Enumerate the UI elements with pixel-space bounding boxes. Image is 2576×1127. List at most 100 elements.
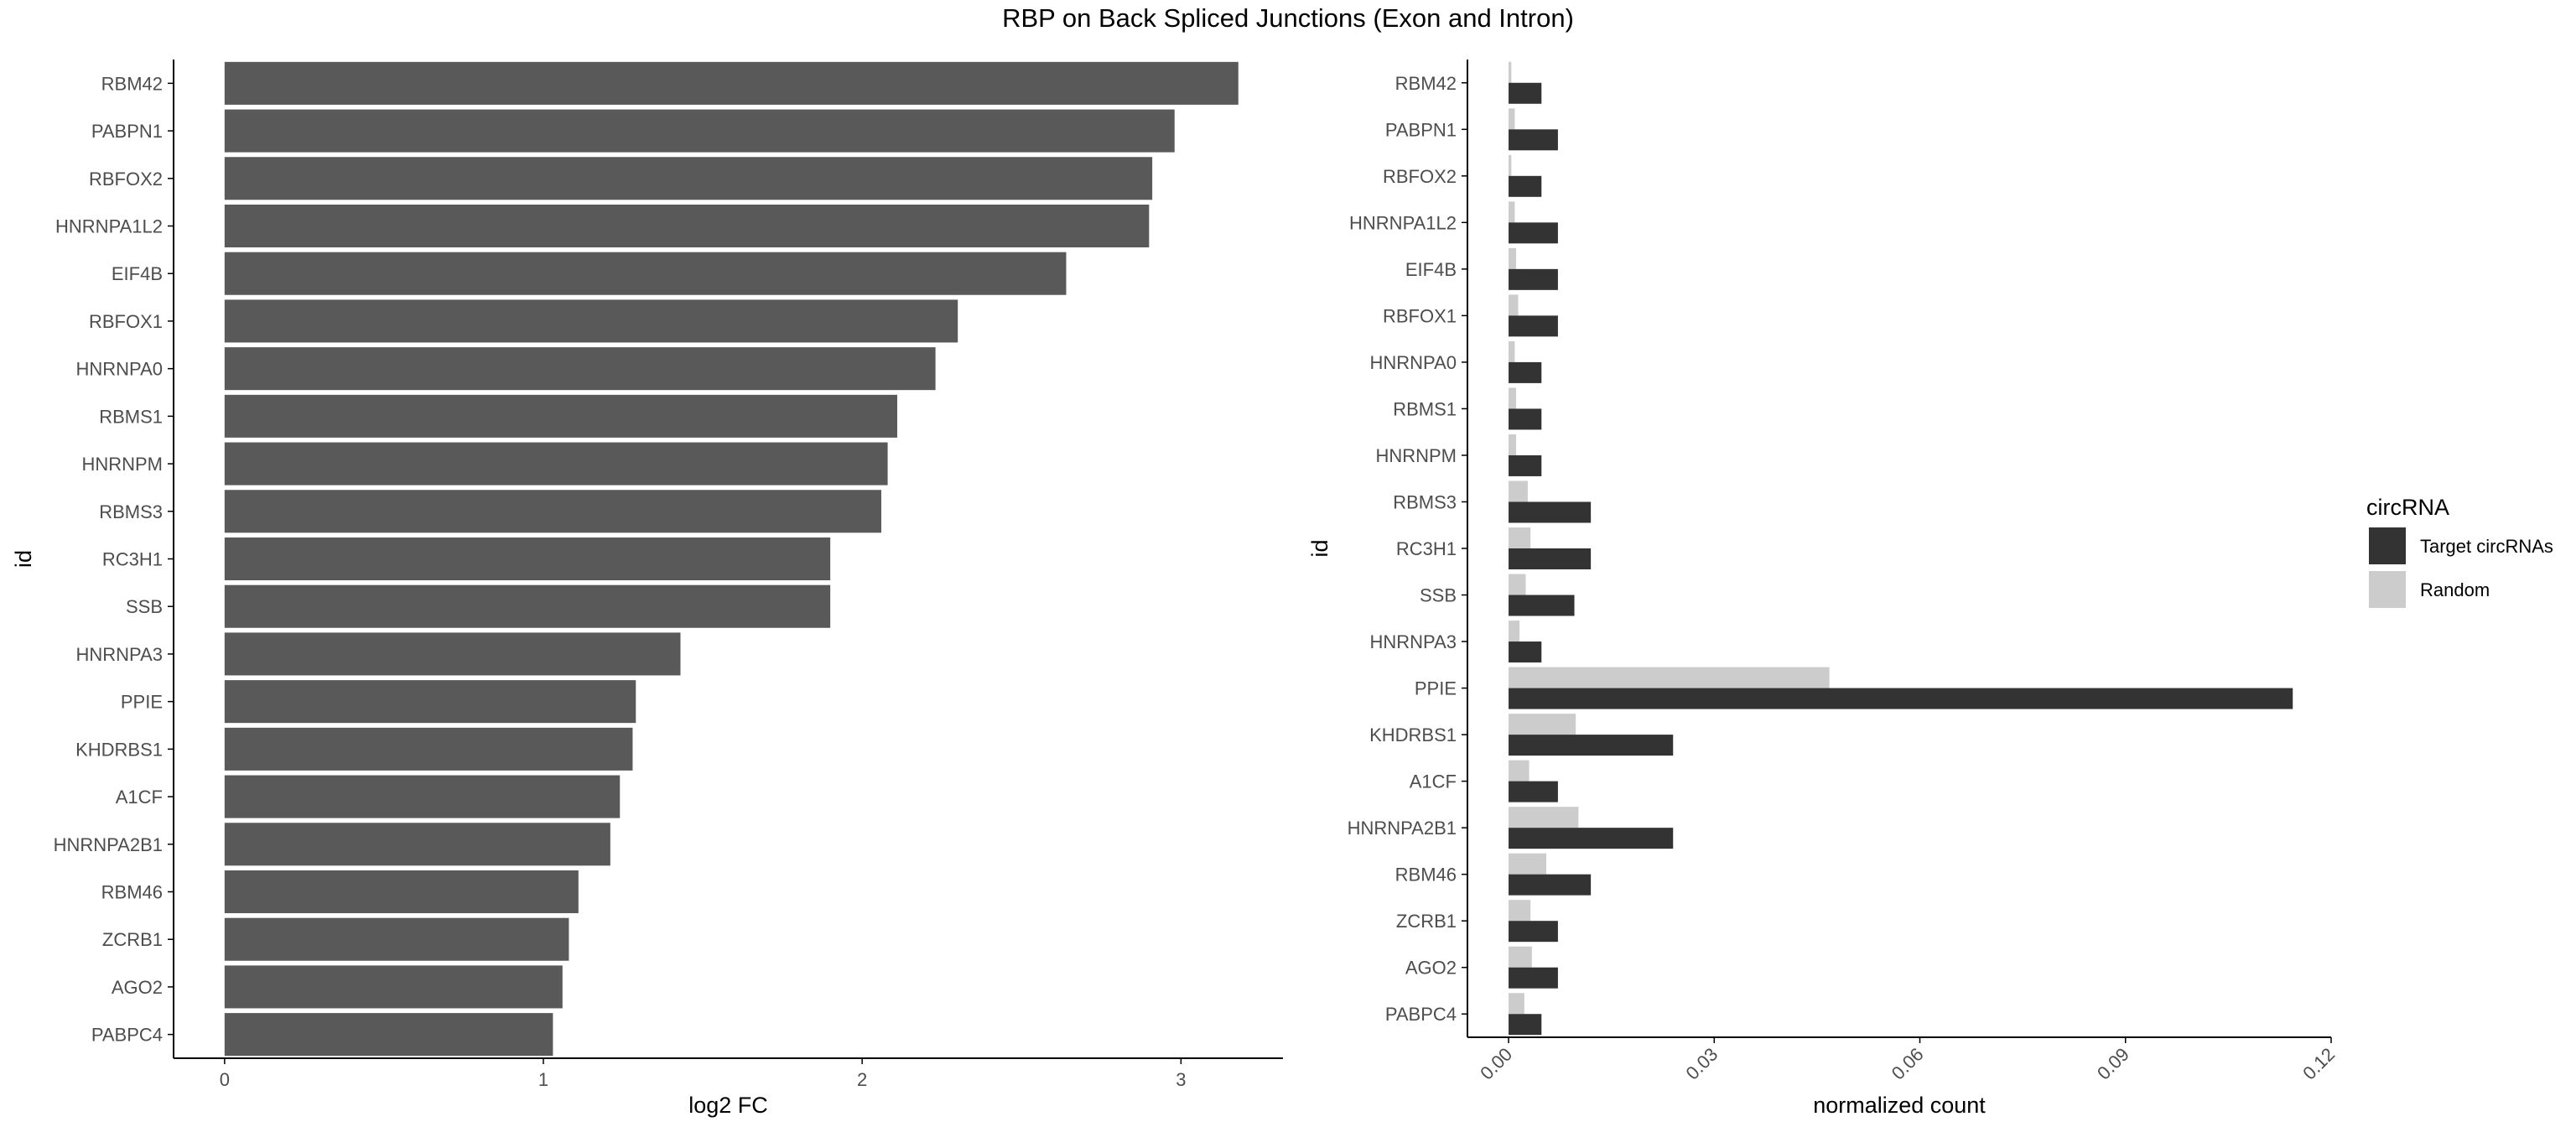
target-bar-rbm46: [1509, 874, 1592, 896]
random-bar-rbfox2: [1509, 154, 1512, 176]
random-bar-rbm46: [1509, 853, 1547, 875]
y-tick-label-rc3h1: RC3H1: [1396, 538, 1457, 559]
y-tick-label-pabpn1: PABPN1: [91, 121, 163, 142]
y-tick-label-rbfox1: RBFOX1: [89, 311, 163, 332]
target-bar-rbfox2: [1509, 175, 1542, 197]
y-tick-label-rbm46: RBM46: [101, 882, 163, 903]
y-tick-label-hnrnpa1l2: HNRNPA1L2: [1349, 212, 1457, 233]
chart-title: RBP on Back Spliced Junctions (Exon and …: [1002, 3, 1574, 33]
y-tick-label-pabpc4: PABPC4: [91, 1025, 163, 1046]
random-bar-hnrnpa2b1: [1509, 807, 1579, 828]
random-bar-hnrnpa0: [1509, 340, 1515, 362]
y-tick-label-hnrnpa3: HNRNPA3: [1369, 631, 1457, 652]
random-bar-rbfox1: [1509, 294, 1519, 316]
target-bar-hnrnpa3: [1509, 641, 1542, 663]
x-tick-label: 3: [1176, 1069, 1186, 1090]
y-tick-label-ssb: SSB: [1420, 585, 1457, 606]
fc-bar-pabpn1: [224, 109, 1175, 153]
legend-title: circRNA: [2366, 495, 2449, 520]
y-tick-label-hnrnpa2b1: HNRNPA2B1: [1348, 818, 1457, 839]
random-bar-hnrnpm: [1509, 434, 1517, 455]
fc-bar-rc3h1: [224, 537, 831, 581]
y-axis-title: id: [11, 550, 36, 568]
random-bar-khdrbs1: [1509, 714, 1576, 735]
normalized-count-panel: RBM42 PABPN1 RBFOX2 HNRNPA1L2 EIF4B RBFOX1 HNR…: [1307, 60, 2339, 1118]
random-bar-hnrnpa3: [1509, 621, 1520, 642]
random-bar-ssb: [1509, 574, 1526, 595]
log2fc-panel: RBM42 PABPN1 RBFOX2 HNRNPA1L2 EIF4B RBFOX1 HNR…: [11, 60, 1283, 1118]
y-tick-label-khdrbs1: KHDRBS1: [1369, 724, 1457, 745]
target-bar-hnrnpa1l2: [1509, 222, 1558, 244]
target-bar-rbfox1: [1509, 315, 1558, 337]
y-tick-label-eif4b: EIF4B: [112, 263, 163, 284]
random-bar-zcrb1: [1509, 900, 1531, 922]
target-bar-rc3h1: [1509, 548, 1592, 569]
fc-bar-rbms3: [224, 490, 881, 533]
fc-bar-rbfox2: [224, 157, 1153, 200]
y-tick-label-pabpn1: PABPN1: [1385, 119, 1457, 140]
y-tick-label-khdrbs1: KHDRBS1: [75, 739, 163, 760]
y-tick-label-rbfox2: RBFOX2: [89, 169, 163, 190]
y-tick-label-ago2: AGO2: [112, 977, 163, 998]
y-tick-label-hnrnpa0: HNRNPA0: [1369, 352, 1457, 373]
target-bar-zcrb1: [1509, 921, 1558, 943]
fc-bar-ssb: [224, 584, 831, 628]
legend-label-target-circrnas: Target circRNAs: [2420, 536, 2553, 557]
target-bar-ssb: [1509, 595, 1575, 616]
random-bar-ago2: [1509, 946, 1532, 968]
fc-bar-hnrnpa1l2: [224, 204, 1150, 248]
target-bar-pabpn1: [1509, 129, 1558, 151]
random-bar-eif4b: [1509, 247, 1517, 269]
random-bar-hnrnpa1l2: [1509, 201, 1515, 223]
y-tick-label-eif4b: EIF4B: [1405, 259, 1457, 280]
fc-bar-rbms1: [224, 394, 897, 438]
fc-bar-rbfox1: [224, 299, 958, 343]
fc-bar-eif4b: [224, 252, 1067, 295]
fc-bar-a1cf: [224, 775, 621, 818]
y-tick-label-rbms3: RBMS3: [1393, 491, 1457, 512]
y-tick-label-hnrnpa2b1: HNRNPA2B1: [54, 834, 163, 855]
y-tick-label-a1cf: A1CF: [116, 787, 163, 808]
random-bar-rbm42: [1509, 61, 1512, 83]
y-tick-label-rbms3: RBMS3: [99, 501, 163, 522]
random-bar-a1cf: [1509, 760, 1530, 782]
y-tick-label-rbfox2: RBFOX2: [1383, 166, 1457, 187]
y-tick-label-ppie: PPIE: [1415, 678, 1457, 699]
fc-bar-ago2: [224, 965, 563, 1009]
x-axis-title: normalized count: [1813, 1093, 1986, 1118]
target-bar-rbms3: [1509, 501, 1592, 523]
y-tick-label-rbm42: RBM42: [1395, 73, 1457, 94]
fc-bar-hnrnpa2b1: [224, 823, 610, 866]
fc-bar-rbm46: [224, 870, 579, 914]
y-tick-label-hnrnpm: HNRNPM: [81, 454, 163, 475]
y-tick-label-zcrb1: ZCRB1: [102, 929, 163, 950]
y-tick-label-hnrnpa0: HNRNPA0: [75, 359, 163, 380]
target-bar-ppie: [1509, 688, 2293, 709]
random-bar-rbms3: [1509, 480, 1528, 502]
fc-bar-rbm42: [224, 61, 1239, 105]
y-tick-label-rc3h1: RC3H1: [102, 549, 163, 570]
random-bar-pabpn1: [1509, 108, 1515, 130]
y-tick-label-hnrnpa1l2: HNRNPA1L2: [55, 216, 163, 237]
x-tick-label: 1: [538, 1069, 548, 1090]
y-tick-label-ago2: AGO2: [1405, 958, 1457, 979]
x-axis-title: log2 FC: [688, 1093, 768, 1118]
fc-bar-hnrnpm: [224, 442, 888, 486]
random-bar-rc3h1: [1509, 527, 1531, 548]
y-tick-label-hnrnpm: HNRNPM: [1375, 445, 1457, 466]
fc-bar-hnrnpa3: [224, 632, 681, 676]
y-tick-label-rbm46: RBM46: [1395, 865, 1457, 886]
target-bar-a1cf: [1509, 781, 1558, 802]
legend-label-random: Random: [2420, 579, 2490, 600]
y-tick-label-rbms1: RBMS1: [99, 406, 163, 427]
fc-bar-hnrnpa0: [224, 347, 936, 391]
y-tick-label-rbm42: RBM42: [101, 73, 163, 94]
y-tick-label-hnrnpa3: HNRNPA3: [75, 644, 163, 665]
y-tick-label-pabpc4: PABPC4: [1385, 1004, 1457, 1025]
fc-bar-khdrbs1: [224, 727, 633, 771]
target-bar-eif4b: [1509, 268, 1558, 290]
fc-bar-pabpc4: [224, 1013, 553, 1057]
y-tick-label-rbms1: RBMS1: [1393, 398, 1457, 419]
x-tick-label: 0: [220, 1069, 230, 1090]
y-tick-label-ppie: PPIE: [121, 692, 163, 713]
